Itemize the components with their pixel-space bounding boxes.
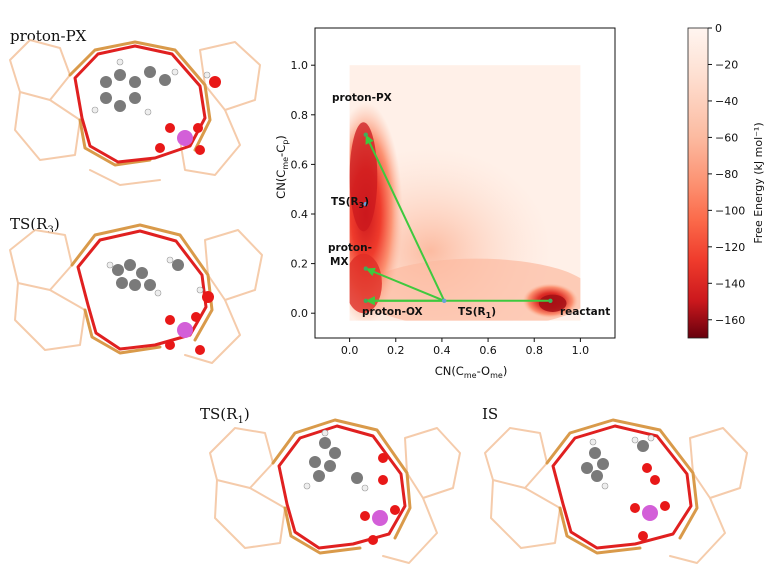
colorbar-tick-label-0: 0	[715, 22, 722, 35]
colorbar-tick-label-5: −100	[715, 204, 745, 217]
y-tick-label-1: 0.2	[291, 258, 309, 271]
caption-ts-r1-sub: 1	[237, 415, 244, 426]
caption-is-text: IS	[482, 405, 499, 423]
zeolite-structure-is	[484, 418, 748, 564]
state-labels: proton-PX TS(R3) proton- MX proton-OX TS…	[328, 92, 610, 320]
molecule-is	[581, 434, 670, 541]
y-tick-label-3: 0.6	[291, 158, 309, 171]
label-proton-mx-1: proton-	[328, 242, 372, 254]
caption-ts-r1-base: TS(R	[200, 405, 238, 423]
label-proton-ox: proton-OX	[362, 306, 423, 318]
label-proton-px: proton-PX	[332, 92, 392, 104]
x-tick-label-2: 0.4	[433, 344, 451, 357]
y-axis-label: CN(Cme-Cp)	[274, 135, 290, 199]
x-axis-label: CN(Cme-Ome)	[435, 364, 508, 380]
arrow-head-1	[365, 267, 376, 277]
molecule-ts-r1	[303, 429, 400, 545]
caption-ts-r1-close: )	[243, 405, 250, 423]
label-reactant: reactant	[560, 306, 610, 318]
colorbar-tick-label-4: −80	[715, 168, 738, 181]
x-tick-label-5: 1.0	[572, 344, 590, 357]
caption-ts-r3-sub: 3	[47, 225, 54, 236]
colorbar-gradient	[687, 27, 709, 339]
state-point-reactant	[548, 298, 553, 303]
colorbar-tick-label-3: −60	[715, 131, 738, 144]
plot-frame	[314, 27, 616, 339]
x-tick-label-1: 0.2	[387, 344, 405, 357]
colorbar-tick-label-2: −40	[715, 95, 738, 108]
x-tick-label-4: 0.8	[525, 344, 543, 357]
caption-ts-r3: TS(R3)	[10, 215, 60, 236]
molecule-ts-r3	[106, 256, 214, 355]
y-tick-label-4: 0.8	[291, 109, 309, 122]
arrow-head-0	[365, 134, 374, 145]
fes-well-proton-bottom	[349, 253, 382, 314]
caption-ts-r3-base: TS(R	[10, 215, 48, 233]
y-tick-label-2: 0.4	[291, 208, 309, 221]
caption-ts-r1: TS(R1)	[200, 405, 250, 426]
zeolite-structure-proton-px	[9, 39, 261, 186]
state-point-proton-ox	[363, 298, 368, 303]
state-point-proton-mx	[363, 266, 368, 271]
fes-well-proton-core	[349, 122, 378, 232]
state-point-ts-r3-	[363, 201, 368, 207]
colorbar-tick-label-7: −140	[715, 277, 745, 290]
x-tick-label-0: 0.0	[341, 344, 359, 357]
pathway-arrows	[365, 134, 551, 306]
y-tick-label-0: 0.0	[291, 307, 309, 320]
arrow-line-1	[370, 269, 445, 302]
zeolite-structure-ts-r3	[9, 223, 263, 364]
arrow-head-3	[365, 296, 375, 306]
arrow-line-0	[367, 139, 446, 302]
label-ts-r3: TS(R3)	[331, 196, 369, 210]
free-energy-map: 0.0 0.2 0.4 0.6 0.8 1.0 0.0 0.2 0.4 0.6 0.8 1.0 pro…	[274, 22, 765, 380]
label-ts-r1: TS(R1)	[458, 306, 496, 320]
x-tick-label-3: 0.6	[479, 344, 497, 357]
zeolite-structure-ts-r1	[209, 418, 461, 564]
caption-is: IS	[482, 405, 498, 423]
plot-area: 0.0 0.2 0.4 0.6 0.8 1.0 0.0 0.2 0.4 0.6 0.8 1.0	[291, 27, 616, 357]
label-proton-mx-2: MX	[330, 256, 349, 268]
colorbar-tick-label-1: −20	[715, 58, 738, 71]
caption-ts-r3-close: )	[53, 215, 60, 233]
colorbar: 0 −20 −40 −60 −80 −100 −120 −140 −160	[687, 22, 745, 339]
state-point-ts-r1-	[442, 298, 447, 303]
state-point-proton-px	[363, 132, 368, 137]
y-tick-label-5: 1.0	[291, 59, 309, 72]
fes-well-reactant-core	[538, 294, 567, 312]
colorbar-label: Free Energy (kJ mol⁻¹)	[752, 122, 765, 243]
molecule-proton-px	[91, 58, 221, 155]
colorbar-tick-label-8: −160	[715, 314, 745, 327]
colorbar-tick-label-6: −120	[715, 241, 745, 254]
